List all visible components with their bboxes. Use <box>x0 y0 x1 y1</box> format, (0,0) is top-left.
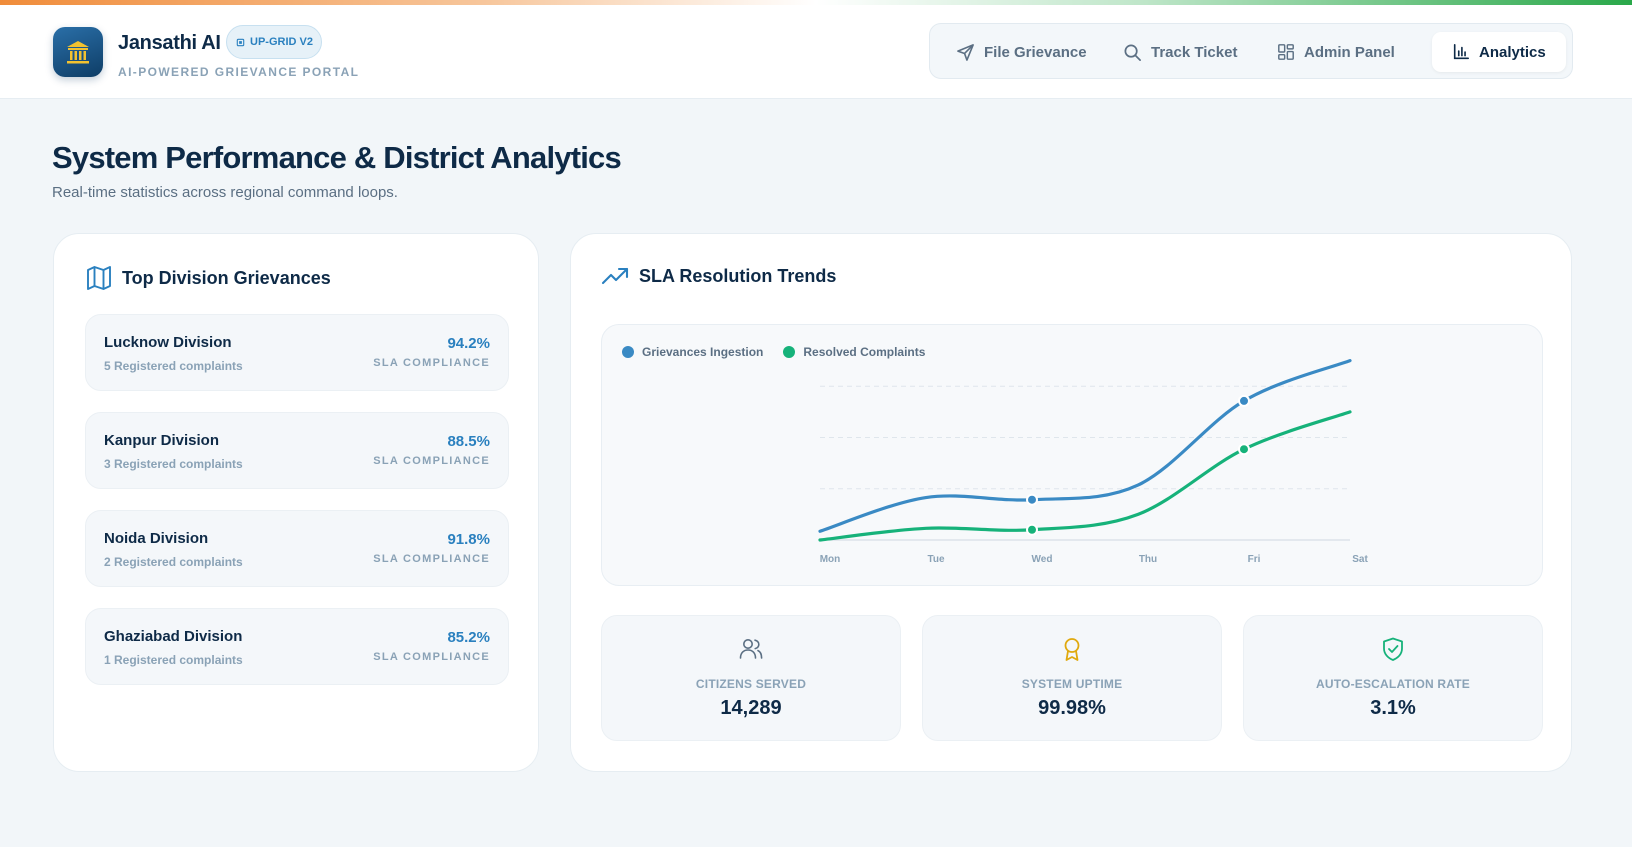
logo[interactable] <box>53 27 103 77</box>
division-sla-label: SLA COMPLIANCE <box>373 651 490 663</box>
brand-tagline: AI-POWERED GRIEVANCE PORTAL <box>118 65 360 79</box>
users-icon <box>739 639 763 659</box>
series-point[interactable] <box>1238 394 1250 407</box>
stat-label: SYSTEM UPTIME <box>1021 677 1123 691</box>
division-count: 2 Registered complaints <box>104 555 243 569</box>
division-name: Ghaziabad Division <box>104 628 243 645</box>
government-building-icon <box>67 41 89 64</box>
stat-value: 3.1% <box>1370 697 1416 719</box>
legend-swatch-resolved <box>783 346 796 358</box>
stat-value: 14,289 <box>720 697 782 719</box>
version-badge: UP-GRID V2 <box>226 25 322 59</box>
division-card-title: Top Division Grievances <box>122 267 331 288</box>
legend-item-ingestion[interactable]: Grievances Ingestion <box>622 345 763 359</box>
division-row-ghaziabad[interactable]: Ghaziabad Division 1 Registered complain… <box>85 608 509 685</box>
stat-citizens-served: CITIZENS SERVED 14,289 <box>601 615 901 741</box>
division-sla-percent: 88.5% <box>447 433 490 450</box>
division-count: 5 Registered complaints <box>104 359 243 373</box>
series-line-ingestion <box>818 359 1352 533</box>
x-tick-label: Wed <box>1032 554 1053 565</box>
trending-up-icon <box>601 267 629 285</box>
division-name: Lucknow Division <box>104 334 232 351</box>
trends-card-header: SLA Resolution Trends <box>601 265 836 287</box>
division-name: Noida Division <box>104 530 209 547</box>
division-sla-percent: 94.2% <box>447 335 490 352</box>
app-header: Jansathi AI UP-GRID V2 AI-POWERED GRIEVA… <box>0 5 1632 99</box>
series-point[interactable] <box>1026 493 1038 506</box>
nav-file-grievance[interactable]: File Grievance <box>936 32 1107 72</box>
series-point[interactable] <box>1238 443 1250 456</box>
nav-track-ticket-label: Track Ticket <box>1151 43 1238 61</box>
search-icon <box>1124 44 1141 61</box>
legend-label-ingestion: Grievances Ingestion <box>642 345 764 359</box>
nav-track-ticket[interactable]: Track Ticket <box>1103 32 1257 72</box>
division-sla-percent: 91.8% <box>447 531 490 548</box>
shield-check-icon <box>1383 637 1403 661</box>
stat-label: AUTO-ESCALATION RATE <box>1316 677 1470 691</box>
division-sla-percent: 85.2% <box>447 629 490 646</box>
division-sla-label: SLA COMPLIANCE <box>373 553 490 565</box>
nav-admin-panel-label: Admin Panel <box>1304 43 1395 61</box>
division-grievances-card: Top Division Grievances Lucknow Division… <box>53 233 539 772</box>
sla-trends-card: SLA Resolution Trends Grievances Ingesti… <box>570 233 1572 772</box>
brand-name: Jansathi AI <box>118 32 221 54</box>
series-line-resolved <box>818 410 1352 542</box>
x-tick-label: Fri <box>1248 554 1261 565</box>
nav-analytics[interactable]: Analytics <box>1432 32 1566 72</box>
stat-label: CITIZENS SERVED <box>695 677 807 691</box>
nav-file-grievance-label: File Grievance <box>984 43 1087 61</box>
award-icon <box>1064 638 1080 661</box>
tricolor-accent-bar <box>0 0 1632 5</box>
stat-system-uptime: SYSTEM UPTIME 99.98% <box>922 615 1222 741</box>
division-card-header: Top Division Grievances <box>86 265 331 291</box>
main-nav: File Grievance Track Ticket Admin Panel … <box>929 23 1573 79</box>
x-tick-label: Tue <box>927 554 944 565</box>
division-row-kanpur[interactable]: Kanpur Division 3 Registered complaints … <box>85 412 509 489</box>
chart-legend: Grievances Ingestion Resolved Complaints <box>622 345 925 359</box>
sla-trend-chart: Grievances Ingestion Resolved Complaints… <box>601 324 1543 586</box>
legend-swatch-ingestion <box>622 346 634 358</box>
bar-chart-icon <box>1453 43 1470 60</box>
cpu-icon <box>236 38 245 46</box>
map-icon <box>87 266 111 290</box>
x-tick-label: Thu <box>1139 554 1157 565</box>
page-title: System Performance & District Analytics <box>52 140 622 175</box>
division-sla-label: SLA COMPLIANCE <box>373 455 490 467</box>
nav-analytics-label: Analytics <box>1479 43 1546 61</box>
division-name: Kanpur Division <box>104 432 220 449</box>
division-row-noida[interactable]: Noida Division 2 Registered complaints 9… <box>85 510 509 587</box>
version-badge-label: UP-GRID V2 <box>250 36 313 48</box>
x-tick-label: Sat <box>1352 554 1368 565</box>
nav-admin-panel[interactable]: Admin Panel <box>1257 32 1415 72</box>
send-icon <box>957 43 974 61</box>
division-sla-label: SLA COMPLIANCE <box>373 357 490 369</box>
legend-item-resolved[interactable]: Resolved Complaints <box>783 345 925 359</box>
division-row-lucknow[interactable]: Lucknow Division 5 Registered complaints… <box>85 314 509 391</box>
dashboard-icon <box>1278 44 1294 60</box>
trend-plot: Mon Tue Wed Thu Fri Sat <box>818 359 1368 565</box>
x-tick-label: Mon <box>820 554 841 565</box>
trends-card-title: SLA Resolution Trends <box>639 265 837 286</box>
stat-value: 99.98% <box>1038 697 1106 719</box>
legend-label-resolved: Resolved Complaints <box>803 345 926 359</box>
stat-auto-escalation: AUTO-ESCALATION RATE 3.1% <box>1243 615 1543 741</box>
division-count: 3 Registered complaints <box>104 457 243 471</box>
division-count: 1 Registered complaints <box>104 653 243 667</box>
series-point[interactable] <box>1026 523 1038 536</box>
page-subtitle: Real-time statistics across regional com… <box>52 184 398 201</box>
